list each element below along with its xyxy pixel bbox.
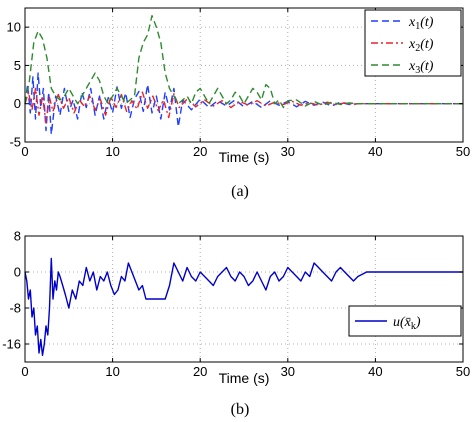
legend-entry: x2(t) — [408, 37, 434, 54]
legend-entry: u(x̄k) — [393, 315, 421, 332]
legend: u(x̄k) — [348, 305, 462, 337]
x-tick-label: 20 — [193, 364, 207, 379]
x-axis-label: Time (s) — [219, 370, 270, 386]
series-line-1 — [24, 257, 463, 356]
x-tick-label: 40 — [368, 144, 382, 159]
x-tick-label: 10 — [105, 144, 119, 159]
chart-caption: (b) — [231, 401, 250, 418]
legend-entry: x3(t) — [408, 59, 434, 76]
x-axis-label: Time (s) — [219, 149, 270, 165]
legend-entry: x1(t) — [408, 15, 434, 32]
chart-b: 0 10 20 30 40 50 8 0 -8 -16 Time (s) (b) u(x̄k) — [2, 229, 470, 419]
y-tick-label: -8 — [9, 301, 21, 316]
x-tick-label: 10 — [105, 364, 119, 379]
chart-caption: (a) — [231, 183, 249, 200]
axes-frame — [24, 7, 464, 143]
x-tick-label: 0 — [21, 364, 28, 379]
legend: x1(t) x2(t) x3(t) — [364, 9, 462, 77]
y-tick-label: 8 — [14, 229, 21, 244]
series-line-3 — [24, 14, 463, 109]
y-tick-label: -16 — [2, 337, 21, 352]
series-line-2 — [24, 87, 463, 124]
y-tick-label: 5 — [14, 58, 21, 73]
x-tick-label: 30 — [281, 364, 295, 379]
x-tick-label: 40 — [368, 364, 382, 379]
y-tick-label: 0 — [14, 96, 21, 111]
x-tick-label: 20 — [193, 144, 207, 159]
y-tick-label: -5 — [9, 135, 21, 150]
axes-frame — [24, 235, 464, 363]
x-tick-label: 50 — [456, 364, 470, 379]
x-tick-label: 30 — [281, 144, 295, 159]
x-tick-label: 50 — [456, 144, 470, 159]
x-tick-label: 0 — [21, 144, 28, 159]
y-tick-label: 10 — [7, 20, 21, 35]
y-tick-label: 0 — [14, 265, 21, 280]
